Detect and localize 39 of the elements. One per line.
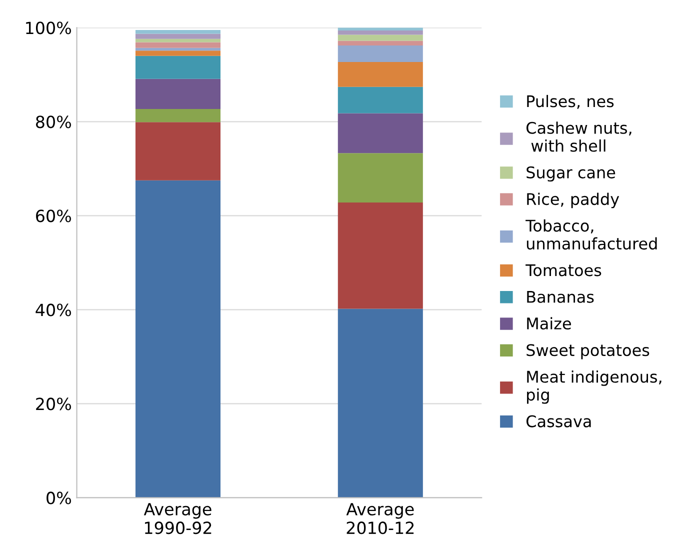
y-tick-label: 80% xyxy=(36,116,71,128)
bar xyxy=(135,56,220,79)
bar xyxy=(338,34,423,41)
legend-label: Cassava xyxy=(526,415,591,428)
bar xyxy=(135,34,220,39)
bar xyxy=(338,40,423,46)
bar xyxy=(135,30,220,34)
bar xyxy=(338,308,423,498)
bar xyxy=(135,108,220,122)
bar xyxy=(338,113,423,154)
bar xyxy=(135,42,220,48)
bar xyxy=(135,38,220,42)
y-tick-label: 100% xyxy=(26,22,71,34)
bar xyxy=(135,122,220,180)
bar xyxy=(338,86,423,114)
x-tick-label: Average 2010-12 xyxy=(346,503,414,534)
y-tick-label: 60% xyxy=(36,210,71,222)
legend-label: Tobacco, unmanufactured xyxy=(526,219,657,250)
legend-label: Cashew nuts, with shell xyxy=(526,122,632,152)
legend-label: Meat indigenous, pig xyxy=(527,370,662,404)
y-tick-label: 0% xyxy=(46,492,71,504)
bar xyxy=(338,202,423,309)
legend-label: Maize xyxy=(527,317,571,330)
x-tick-label: Average 1990-92 xyxy=(144,503,212,534)
bar xyxy=(338,46,423,62)
legend-label: Bananas xyxy=(527,291,594,303)
y-tick-label: 20% xyxy=(36,398,71,410)
bar xyxy=(338,62,423,87)
legend-label: Rice, paddy xyxy=(527,192,620,208)
bar xyxy=(135,180,220,498)
legend-label: Sweet potatoes xyxy=(526,344,650,360)
bar xyxy=(338,30,423,35)
bar xyxy=(338,153,423,203)
bar xyxy=(135,50,220,56)
legend-label: Pulses, nes xyxy=(527,94,614,109)
legend-label: Sugar cane xyxy=(526,166,616,182)
bar xyxy=(135,78,220,109)
y-tick-label: 40% xyxy=(36,304,71,316)
legend-label: Tomatoes xyxy=(526,264,602,276)
